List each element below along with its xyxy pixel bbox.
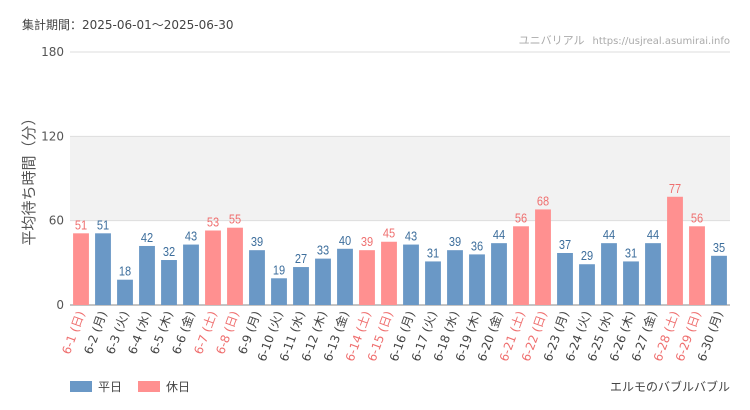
bar[interactable] xyxy=(645,243,661,305)
bar[interactable] xyxy=(205,230,221,305)
source-credit: ユニバリアル https://usjreal.asumirai.info xyxy=(519,32,730,48)
y-tick-label: 60 xyxy=(49,214,64,228)
bar[interactable] xyxy=(249,250,265,305)
bar[interactable] xyxy=(95,233,111,305)
y-axis-label: 平均待ち時間（分） xyxy=(20,110,38,245)
value-label: 39 xyxy=(361,234,374,249)
bar[interactable] xyxy=(491,243,507,305)
bar[interactable] xyxy=(623,261,639,305)
attraction-name: エルモのバブルバブル xyxy=(609,380,730,394)
bar[interactable] xyxy=(579,264,595,305)
value-label: 32 xyxy=(163,244,176,259)
period-label: 集計期間：2025-06-01～2025-06-30 xyxy=(22,18,234,32)
value-label: 36 xyxy=(471,239,484,254)
value-label: 77 xyxy=(669,181,682,196)
bar[interactable] xyxy=(381,241,397,305)
legend-label-holiday: 休日 xyxy=(166,380,191,394)
bar[interactable] xyxy=(183,244,199,305)
grid-band xyxy=(70,136,730,221)
bar[interactable] xyxy=(689,226,705,305)
value-label: 35 xyxy=(713,240,726,255)
legend-swatch-holiday xyxy=(138,381,161,392)
source-name: ユニバリアル xyxy=(518,34,585,47)
value-label: 56 xyxy=(515,210,528,225)
value-label: 44 xyxy=(493,227,506,242)
value-label: 29 xyxy=(581,248,594,263)
value-label: 68 xyxy=(537,194,550,209)
value-label: 39 xyxy=(251,234,264,249)
source-url[interactable]: https://usjreal.asumirai.info xyxy=(592,36,730,47)
value-label: 33 xyxy=(317,243,330,258)
bar[interactable] xyxy=(139,245,155,305)
bar[interactable] xyxy=(73,233,89,305)
value-label: 45 xyxy=(383,226,396,241)
value-label: 56 xyxy=(691,210,704,225)
legend: 平日 休日 xyxy=(70,378,206,395)
value-label: 53 xyxy=(207,215,220,230)
bar[interactable] xyxy=(161,260,177,305)
value-label: 18 xyxy=(119,264,132,279)
bar[interactable] xyxy=(425,261,441,305)
bar[interactable] xyxy=(315,258,331,305)
value-label: 44 xyxy=(603,227,616,242)
bar[interactable] xyxy=(667,196,683,305)
value-label: 42 xyxy=(141,230,154,245)
value-label: 27 xyxy=(295,251,308,266)
value-label: 51 xyxy=(97,217,110,232)
y-tick-label: 0 xyxy=(56,298,64,312)
value-label: 39 xyxy=(449,234,462,249)
value-label: 43 xyxy=(405,229,418,244)
bar[interactable] xyxy=(513,226,529,305)
y-tick-label: 180 xyxy=(41,45,64,59)
bar[interactable] xyxy=(469,254,485,305)
bar[interactable] xyxy=(535,209,551,305)
value-label: 31 xyxy=(625,246,638,261)
bar[interactable] xyxy=(359,250,375,305)
value-label: 55 xyxy=(229,212,242,227)
bar[interactable] xyxy=(293,267,309,305)
value-label: 44 xyxy=(647,227,660,242)
bar[interactable] xyxy=(557,252,573,305)
bar[interactable] xyxy=(227,227,243,305)
bar[interactable] xyxy=(117,279,133,305)
value-label: 19 xyxy=(273,262,286,277)
bar[interactable] xyxy=(337,248,353,305)
value-label: 40 xyxy=(339,233,352,248)
value-label: 37 xyxy=(559,237,572,252)
legend-swatch-weekday xyxy=(70,381,92,392)
value-label: 31 xyxy=(427,246,440,261)
bar[interactable] xyxy=(601,243,617,305)
bar[interactable] xyxy=(447,250,463,305)
bar[interactable] xyxy=(271,278,287,305)
y-tick-label: 120 xyxy=(41,129,64,143)
bar[interactable] xyxy=(711,255,727,305)
legend-item-weekday: 平日 xyxy=(70,378,122,395)
legend-label-weekday: 平日 xyxy=(98,380,123,394)
value-label: 43 xyxy=(185,229,198,244)
value-label: 51 xyxy=(75,217,88,232)
legend-item-holiday: 休日 xyxy=(138,378,190,395)
bar[interactable] xyxy=(403,244,419,305)
